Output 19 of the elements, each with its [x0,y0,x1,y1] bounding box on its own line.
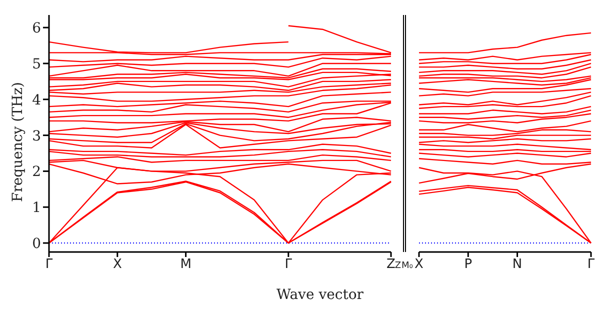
y-tick-label: 0 [32,236,41,252]
text: M₀ [402,261,413,271]
x-tick-label: M [180,257,192,272]
x-tick-label: Γ [587,257,596,272]
x-tick-label: X [112,257,122,272]
y-tick-label: 3 [32,128,41,144]
x-tick-label: N [512,257,522,272]
x-tick-label: P [464,257,472,272]
y-tick-label: 4 [32,92,42,108]
y-tick-label: 2 [32,164,41,180]
x-tick-label: Γ [284,257,293,272]
x-axis-title: Wave vector [276,287,364,303]
y-tick-label: 5 [32,56,41,72]
x-tick-label: Γ [45,257,54,272]
y-axis-title: Frequency (THz) [10,82,26,202]
y-tick-label: 6 [32,20,42,37]
y-tick-label: 1 [32,200,41,216]
x-tick-label: Z [386,257,396,272]
x-tick-label: X [414,257,424,272]
